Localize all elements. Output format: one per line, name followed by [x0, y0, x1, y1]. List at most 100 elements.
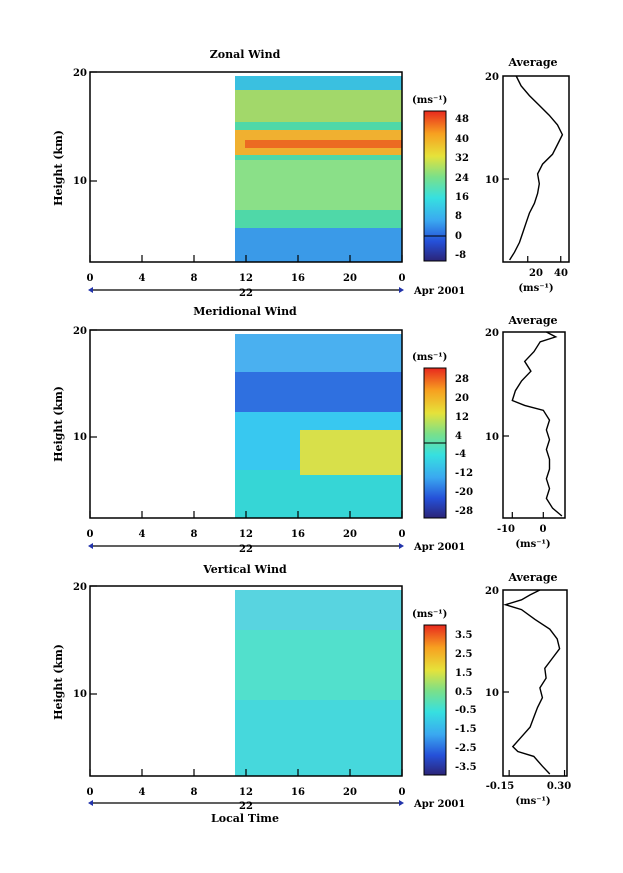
profile-line — [509, 75, 564, 261]
profile-x-ticks — [511, 512, 544, 518]
profile-y-tick-label: 20 — [485, 72, 499, 83]
x-axis-label: Local Time — [211, 812, 279, 825]
colorbar-tick-label: -12 — [455, 468, 473, 479]
colorbar — [423, 624, 447, 776]
profile-x-ticks — [508, 770, 566, 776]
heatmap-band-top — [235, 76, 402, 90]
x-tick-label: 0 — [87, 529, 94, 540]
heatmap-band-low — [235, 700, 402, 776]
profile-frame — [502, 331, 566, 519]
x-tick-label: 0 — [399, 273, 406, 284]
date-label: Apr 2001 — [413, 286, 465, 297]
heatmap-band-top — [235, 334, 402, 372]
profile-x-tick-label: -0.15 — [486, 781, 515, 792]
x-tick-label: 12 — [239, 529, 253, 540]
heatmap-area — [235, 334, 402, 518]
colorbar-tick-label: 8 — [455, 211, 462, 222]
profile-x-tick-label: 0 — [540, 524, 547, 535]
panel-zonal-wind: Zonal Wind Height (km) 0 4 8 12 16 20 0 … — [52, 48, 570, 299]
colorbar-tick-label: 4 — [455, 431, 462, 442]
colorbar-tick-label: 0 — [455, 231, 462, 242]
day-bar-arrow-right — [399, 800, 404, 806]
day-label: 22 — [239, 288, 253, 299]
heatmap-area — [235, 590, 402, 776]
x-ticks — [89, 255, 403, 262]
x-tick-label: 16 — [291, 529, 305, 540]
profile-x-tick-label: -10 — [497, 524, 515, 535]
x-tick-label: 4 — [139, 787, 146, 798]
profile-title: Average — [507, 571, 557, 584]
x-ticks — [89, 511, 403, 518]
colorbar-tick-label: 2.5 — [455, 649, 472, 660]
colorbar-tick-label: -20 — [455, 487, 473, 498]
y-axis-label: Height (km) — [52, 644, 65, 720]
heatmap-area — [235, 76, 402, 262]
x-tick-label: 0 — [87, 787, 94, 798]
panel-vertical-wind: Vertical Wind Height (km) 0 4 8 12 16 20… — [52, 563, 571, 825]
day-label: 22 — [239, 544, 253, 555]
heatmap-band-low — [235, 228, 402, 262]
heatmap-band-top — [235, 590, 402, 630]
colorbar-tick-label: 1.5 — [455, 668, 472, 679]
heatmap-band-upper — [235, 372, 402, 412]
date-label: Apr 2001 — [413, 799, 465, 810]
profile-unit: (ms⁻¹) — [515, 796, 550, 807]
colorbar-tick-label: -1.5 — [455, 724, 477, 735]
y-tick-label: 20 — [73, 68, 87, 79]
day-bar-arrow-left — [88, 800, 93, 806]
colorbar — [423, 110, 447, 262]
colorbar-tick-label: 20 — [455, 393, 469, 404]
y-tick-label: 20 — [73, 582, 87, 593]
colorbar-tick-label: -0.5 — [455, 705, 477, 716]
y-axis-label: Height (km) — [52, 130, 65, 206]
colorbar-tick-label: -4 — [455, 449, 466, 460]
x-tick-label: 20 — [343, 529, 357, 540]
colorbar-tick-label: 40 — [455, 134, 469, 145]
profile-x-tick-label: 40 — [554, 268, 568, 279]
x-tick-label: 20 — [343, 273, 357, 284]
colorbar-tick-label: -2.5 — [455, 743, 477, 754]
day-bar-arrow-right — [399, 287, 404, 293]
colorbar-tick-label: 0.5 — [455, 687, 472, 698]
date-label: Apr 2001 — [413, 542, 465, 553]
colorbar-tick-label: 32 — [455, 153, 469, 164]
colorbar-tick-label: -3.5 — [455, 762, 477, 773]
profile-unit: (ms⁻¹) — [518, 283, 553, 294]
y-tick-label: 10 — [73, 689, 87, 700]
x-tick-label: 0 — [399, 787, 406, 798]
heatmap-band-mid — [235, 160, 402, 210]
x-tick-label: 4 — [139, 529, 146, 540]
panel-title: Vertical Wind — [202, 563, 287, 576]
x-tick-label: 0 — [87, 273, 94, 284]
heatmap-band-peak — [245, 140, 402, 148]
day-bar-arrow-right — [399, 543, 404, 549]
x-tick-label: 8 — [191, 529, 198, 540]
colorbar-unit: (ms⁻¹) — [412, 609, 447, 620]
y-tick-label: 20 — [73, 326, 87, 337]
x-tick-label: 8 — [191, 787, 198, 798]
profile-line — [503, 589, 561, 775]
profile-line — [511, 331, 563, 517]
profile-title: Average — [507, 314, 557, 327]
profile-y-tick-label: 20 — [485, 586, 499, 597]
colorbar-unit: (ms⁻¹) — [412, 95, 447, 106]
x-tick-label: 8 — [191, 273, 198, 284]
profile-x-tick-label: 20 — [529, 268, 543, 279]
y-axis-label: Height (km) — [52, 386, 65, 462]
day-label: 22 — [239, 801, 253, 812]
colorbar-tick-label: 12 — [455, 412, 469, 423]
profile-frame — [502, 589, 568, 777]
x-ticks — [89, 769, 403, 776]
colorbar-unit: (ms⁻¹) — [412, 352, 447, 363]
x-tick-label: 20 — [343, 787, 357, 798]
day-bar-arrow-left — [88, 287, 93, 293]
profile-unit: (ms⁻¹) — [515, 539, 550, 550]
profile-y-tick-label: 10 — [485, 432, 499, 443]
profile-x-ticks — [527, 256, 562, 262]
heatmap-band-low — [235, 470, 402, 518]
x-tick-label: 12 — [239, 787, 253, 798]
heatmap-band-mid — [300, 430, 402, 475]
colorbar-tick-label: 28 — [455, 374, 469, 385]
x-tick-label: 0 — [399, 529, 406, 540]
profile-y-tick-label: 10 — [485, 688, 499, 699]
